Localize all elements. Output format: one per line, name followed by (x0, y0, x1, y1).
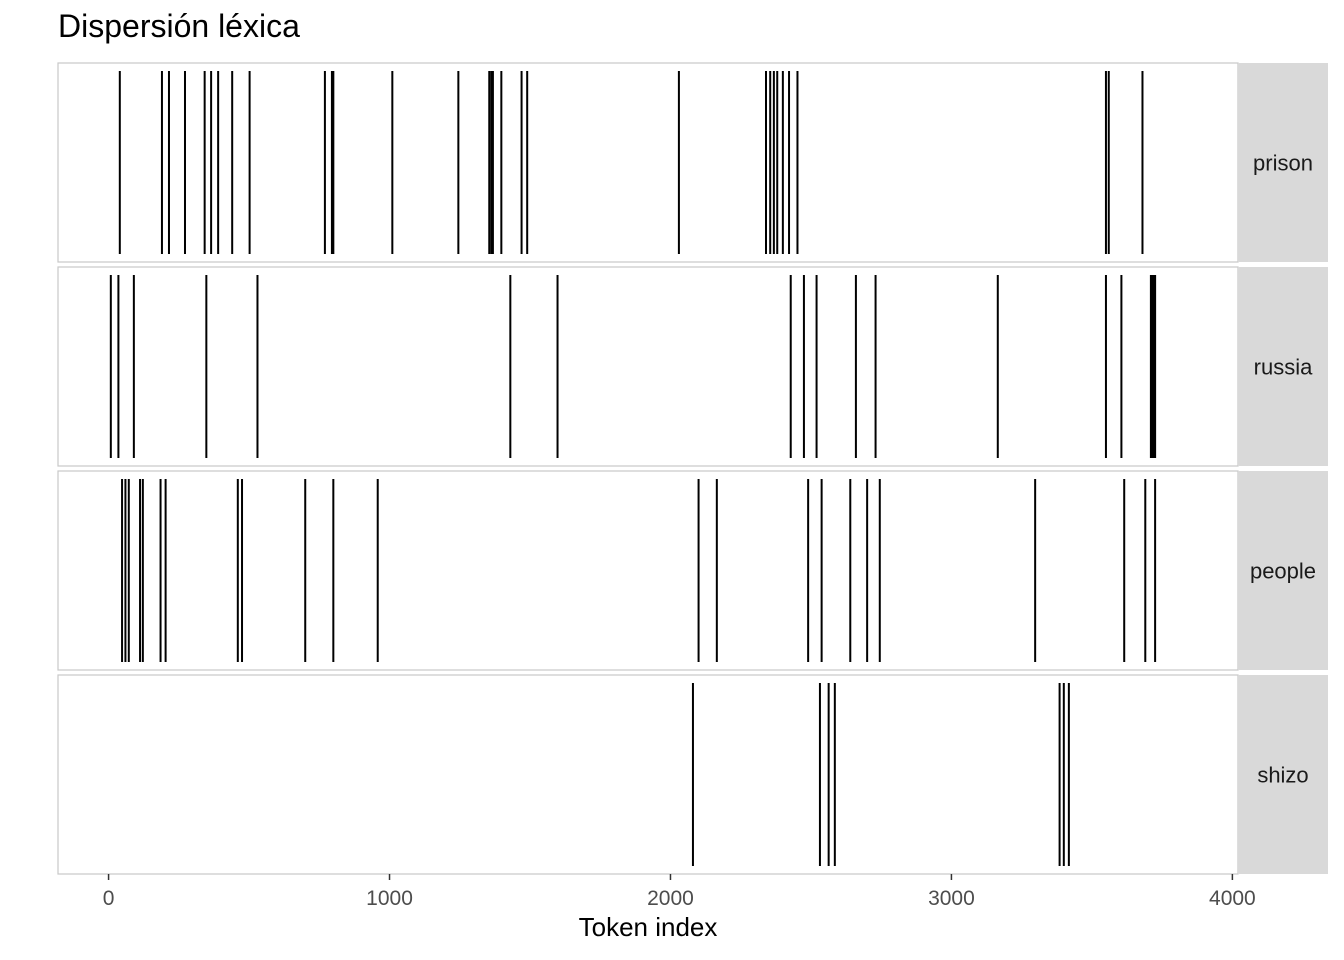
facet-panel-people (57, 470, 1239, 671)
facet-label-people: people (1250, 559, 1316, 584)
facet-label-prison: prison (1253, 151, 1313, 176)
facet-strip-people (1238, 471, 1328, 670)
facet-panel-prison (57, 62, 1239, 263)
facet-label-shizo: shizo (1257, 763, 1308, 788)
x-tick-label: 1000 (366, 887, 413, 910)
facet-panel-shizo (57, 674, 1239, 875)
facet-panel-russia (57, 266, 1239, 467)
x-tick-label: 2000 (647, 887, 694, 910)
chart-title: Dispersión léxica (58, 8, 300, 44)
x-tick-label: 4000 (1209, 887, 1256, 910)
x-tick-label: 0 (103, 887, 115, 910)
facet-strip-shizo (1238, 675, 1328, 874)
facet-strip-russia (1238, 267, 1328, 466)
x-tick-label: 3000 (928, 887, 975, 910)
facet-strip-prison (1238, 63, 1328, 262)
facet-label-russia: russia (1254, 355, 1313, 380)
x-axis-title: Token index (578, 912, 718, 942)
